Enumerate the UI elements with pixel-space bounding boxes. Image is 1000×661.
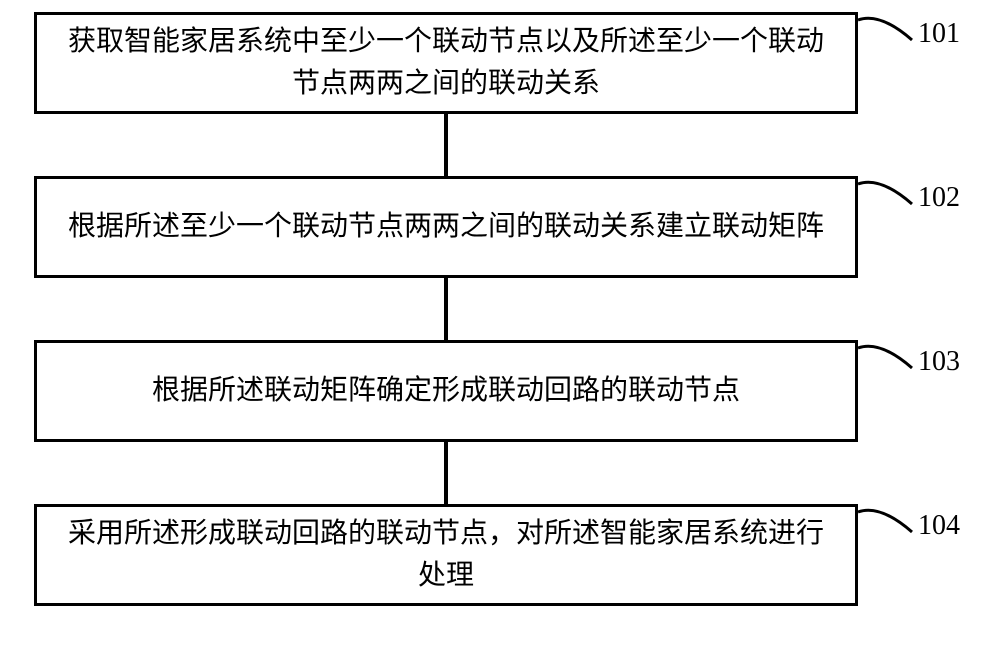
ref-label-101: 101 <box>918 18 960 50</box>
ref-label-103: 103 <box>918 346 960 378</box>
ref-label-104: 104 <box>918 510 960 542</box>
ref-label-102: 102 <box>918 182 960 214</box>
leader-line-104 <box>0 0 1000 661</box>
